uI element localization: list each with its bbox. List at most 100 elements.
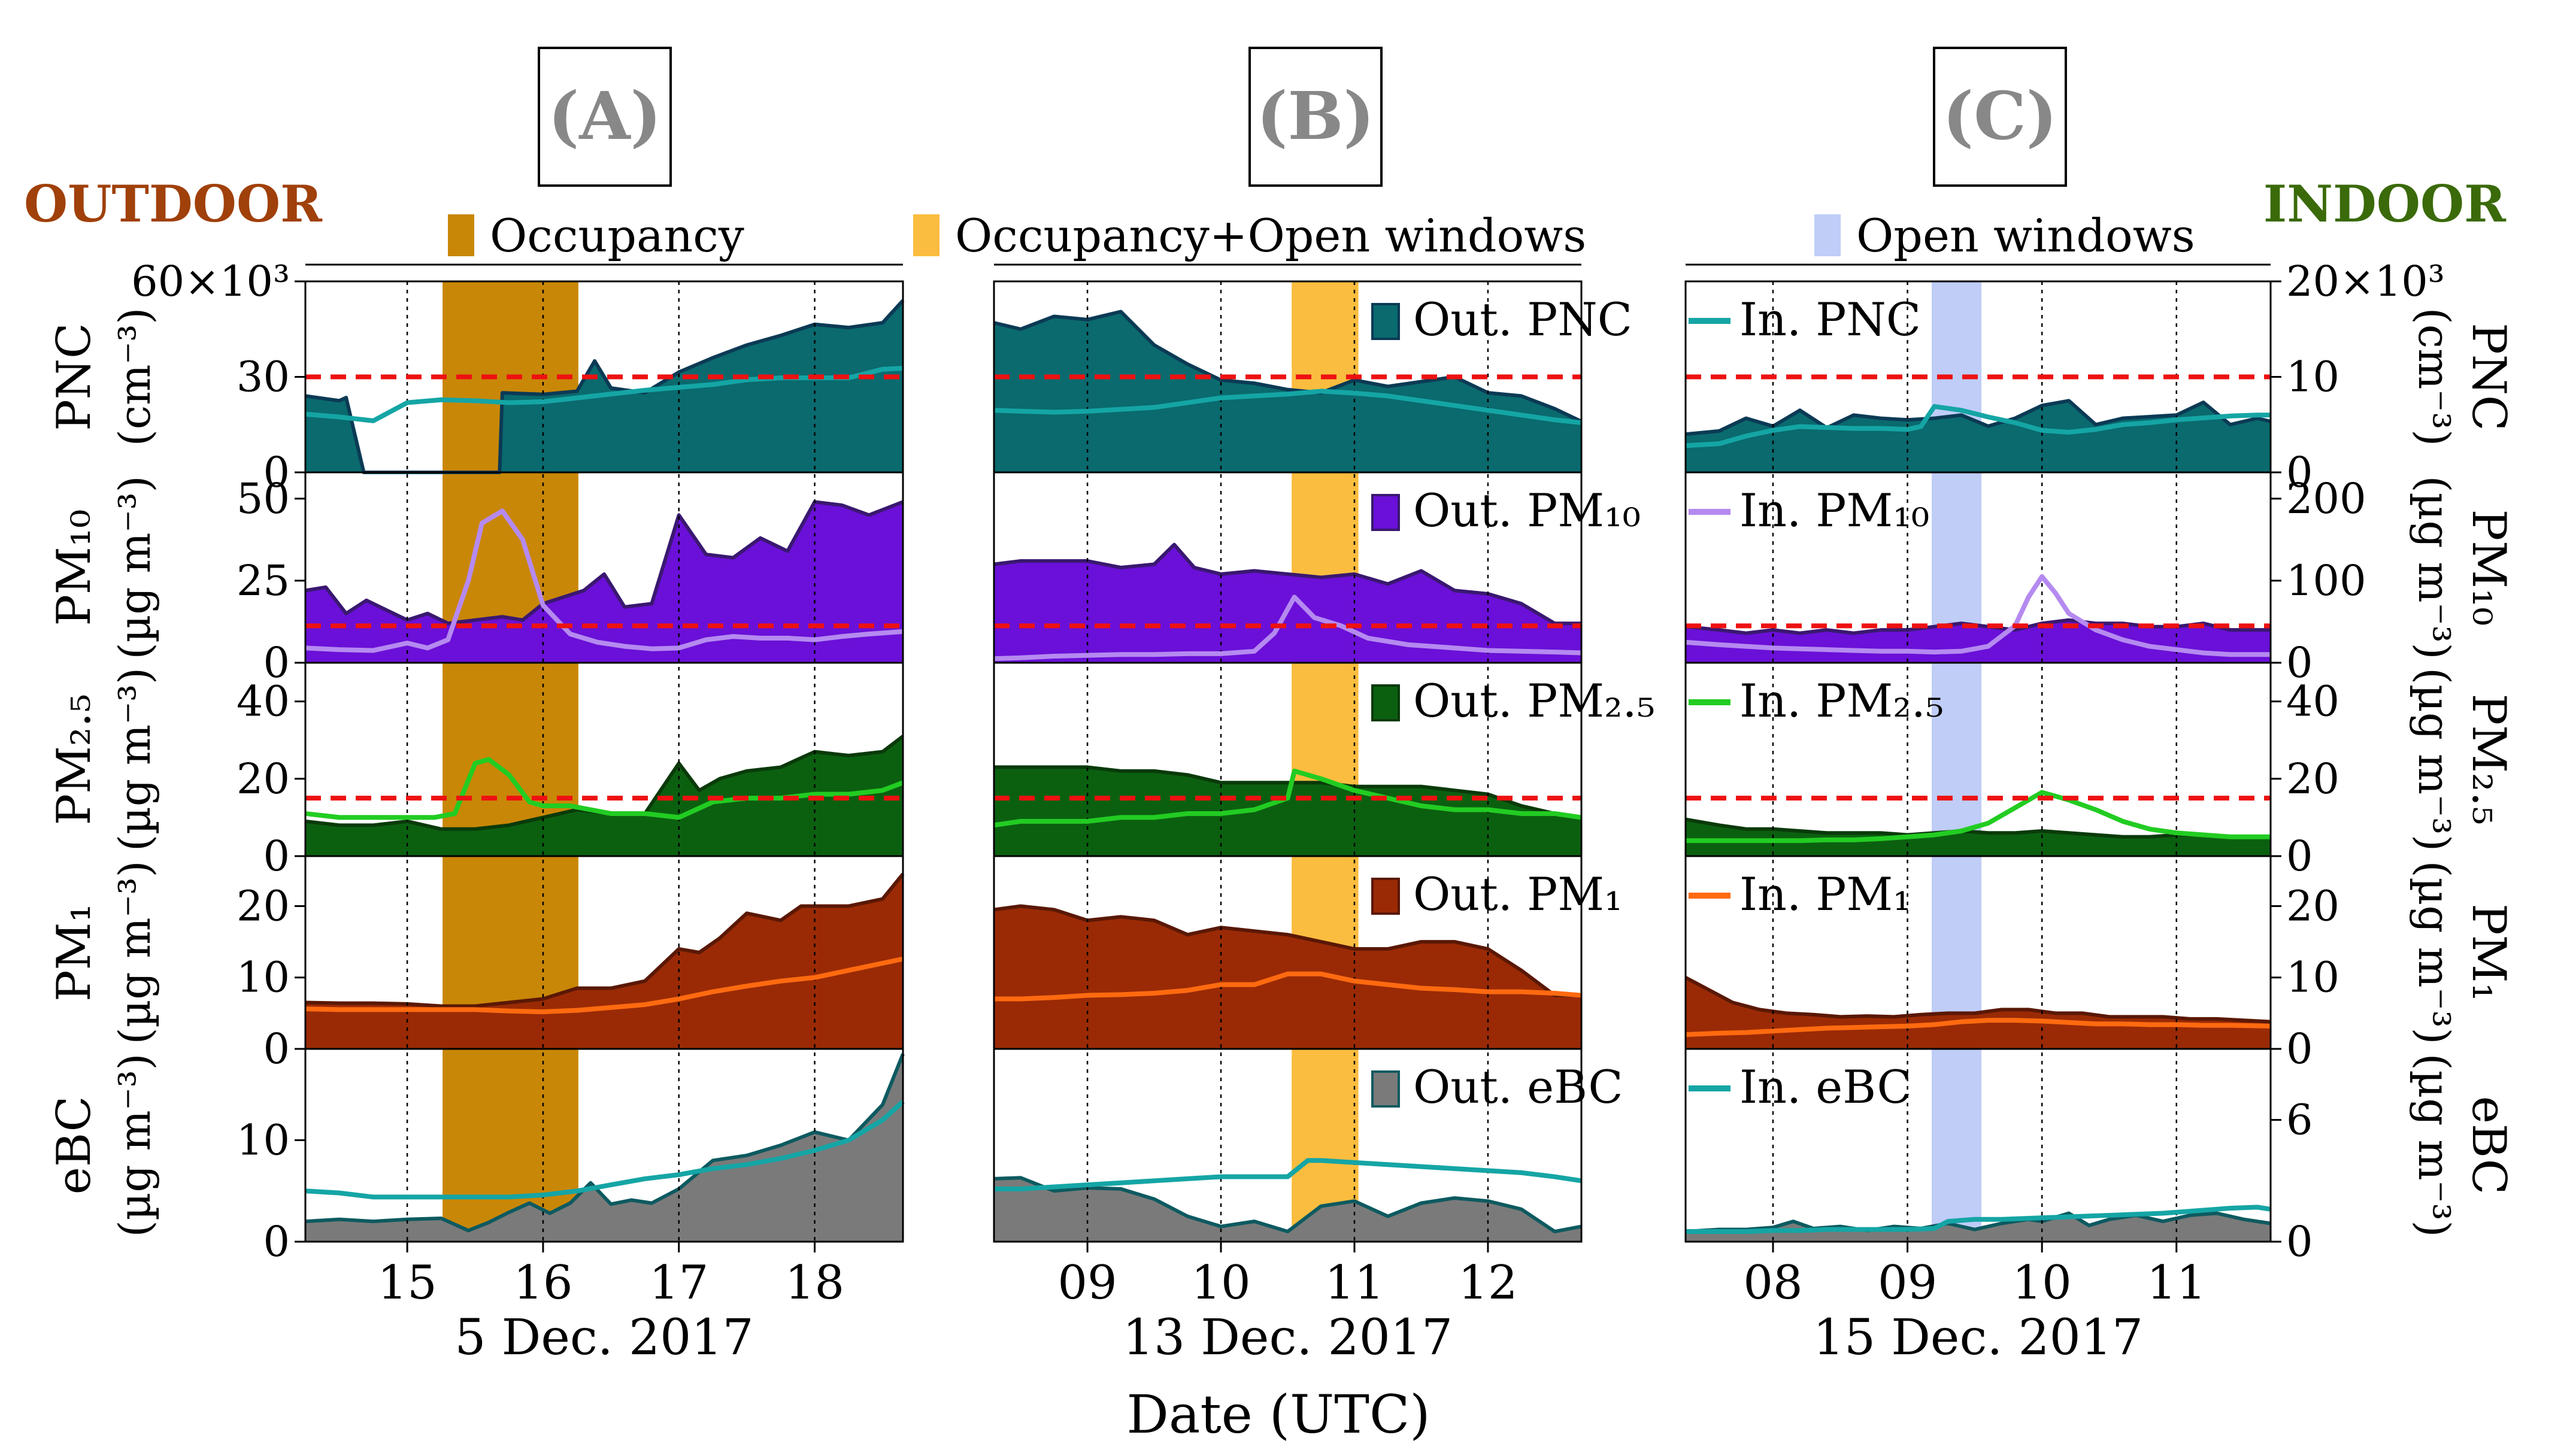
outdoor-area-pm1-B: [994, 906, 1581, 1049]
right-axis-label-pm1: PM₁: [2462, 903, 2515, 1002]
titles: OUTDOOR INDOOR Date (UTC) (A) 5 Dec. 2017…: [24, 47, 2507, 1445]
legend-label-shade-C: Open windows: [1856, 209, 2195, 262]
outdoor-outline-pm10-B: [993, 542, 1581, 626]
left-tick-label-pm1-1: 10: [237, 953, 290, 1002]
outdoor-outline-ebc-C: [1685, 1211, 2271, 1234]
left-tick-label-ebc-1: 10: [237, 1116, 290, 1165]
left-tick-label-pm25-0: 0: [263, 832, 290, 881]
left-tick-label-pm1-2: 20: [237, 881, 290, 930]
right-tick-label-pm1-1: 10: [2286, 953, 2339, 1002]
legend-label-out-pnc: Out. PNC: [1413, 293, 1632, 346]
legend-label-out-ebc: Out. eBC: [1413, 1060, 1623, 1114]
x-tick-label-C-3: 11: [2147, 1256, 2206, 1310]
right-tick-label-pm25-1: 20: [2286, 754, 2339, 803]
right-axis-label-ebc: eBC: [2462, 1096, 2515, 1195]
right-tick-label-pnc-2: 20×10³: [2286, 257, 2445, 306]
legend-swatch-out-pm10: [1371, 494, 1400, 531]
indoor-title: INDOOR: [2263, 174, 2507, 233]
legend-label-out-pm10: Out. PM₁₀: [1413, 484, 1641, 537]
right-axis-label-pnc: PNC: [2462, 323, 2515, 430]
panel-date-label-C: 15 Dec. 2017: [1813, 1309, 2143, 1366]
x-tick-label-C-1: 09: [1878, 1256, 1937, 1310]
outdoor-area-pm1-A: [305, 873, 903, 1049]
right-tick-label-pm1-2: 20: [2286, 881, 2339, 930]
x-tick-label-A-0: 15: [377, 1256, 437, 1310]
left-axis-unit-pnc: (cm⁻³): [110, 308, 160, 447]
panel-frame-C-4: [1684, 1048, 2272, 1243]
indoor-line-pm10-C: [1685, 574, 2271, 657]
panel-frame-A-4: [304, 1048, 904, 1243]
outdoor-area-pm10-B: [994, 544, 1581, 663]
right-axis-unit-pm10: (µg m⁻³): [2409, 475, 2459, 659]
right-tick-label-pm1-0: 0: [2286, 1024, 2313, 1073]
outdoor-area-pm25-C: [1686, 819, 2271, 856]
panel-label-B: (B): [1256, 77, 1374, 154]
indoor-line-ebc-C: [1686, 1205, 2271, 1234]
right-tick-label-pm25-2: 40: [2286, 677, 2339, 726]
outdoor-area-pm10-A: [305, 502, 903, 663]
axes: 15 16 17 18 09 10 11 12 08 09 10 11 0 30 60×10³ 0 10 20×1…: [47, 257, 2515, 1310]
x-tick-label-B-0: 09: [1057, 1256, 1117, 1310]
right-tick-label-pm25-0: 0: [2286, 832, 2313, 881]
panel-label-A: (A): [548, 77, 661, 154]
right-tick-label-pnc-1: 10: [2286, 353, 2339, 402]
outdoor-area-pm25-A: [305, 736, 903, 856]
left-tick-label-pm10-2: 50: [237, 474, 290, 523]
legend-label-in-pnc: In. PNC: [1739, 293, 1921, 346]
indoor-line-pm1-A: [305, 956, 904, 1014]
right-tick-label-pm10-0: 0: [2286, 638, 2313, 687]
right-tick-label-pnc-0: 0: [2286, 448, 2313, 497]
legend-swatch-out-pnc: [1371, 303, 1400, 340]
left-axis-label-ebc: eBC: [47, 1096, 101, 1195]
left-tick-label-pm25-2: 40: [237, 677, 290, 726]
legend-label-out-pm25: Out. PM₂.₅: [1413, 674, 1655, 727]
right-tick-label-pm10-2: 200: [2286, 474, 2366, 523]
legends: Occupancy Occupancy+Open windows Open wind…: [448, 209, 2195, 1114]
left-tick-label-pnc-1: 30: [237, 353, 290, 402]
legend-swatch-out-ebc: [1371, 1070, 1400, 1108]
left-tick-label-pnc-2: 60×10³: [131, 257, 290, 306]
legend-label-out-pm1: Out. PM₁: [1413, 867, 1623, 921]
x-tick-label-C-0: 08: [1743, 1256, 1802, 1310]
outdoor-outline-pm10-A: [305, 500, 904, 626]
outdoor-outline-pnc-C: [1685, 399, 2271, 436]
panel-label-box-B: [1248, 47, 1383, 187]
legend-label-in-pm10: In. PM₁₀: [1739, 484, 1929, 537]
x-tick-label-B-1: 10: [1191, 1256, 1250, 1310]
indoor-line-pm10-A: [305, 508, 904, 653]
x-tick-label-B-3: 12: [1458, 1256, 1517, 1310]
indoor-line-pm1-B: [994, 971, 1582, 1002]
tick-guide-lines: [406, 281, 2178, 1242]
indoor-line-pnc-C: [1685, 404, 2271, 448]
x-tick-label-B-2: 11: [1325, 1256, 1384, 1310]
right-axis-unit-pm1: (µg m⁻³): [2409, 860, 2459, 1044]
left-axis-label-pm25: PM₂.₅: [47, 694, 101, 826]
panel-label-box-C: [1933, 47, 2067, 187]
threshold-lines: [305, 374, 2271, 801]
left-axis-label-pm10: PM₁₀: [47, 509, 101, 626]
left-axis-label-pm1: PM₁: [47, 903, 101, 1002]
x-axis-title: Date (UTC): [1126, 1384, 1430, 1445]
legend-swatch-out-pm25: [1371, 684, 1400, 721]
indoor-line-pm1-C: [1685, 1018, 2271, 1038]
legend-label-shade-A: Occupancy: [490, 209, 744, 262]
left-tick-label-pm10-1: 25: [237, 556, 290, 605]
indoor-line-pnc-B: [993, 389, 1582, 426]
right-tick-label-pm10-1: 100: [2286, 556, 2366, 605]
x-tick-label-C-2: 10: [2013, 1256, 2072, 1310]
panel-frames: [304, 263, 2272, 1243]
legend-swatch-shade-A: [448, 214, 474, 256]
legend-label-in-pm1: In. PM₁: [1739, 867, 1911, 921]
legend-label-shade-B: Occupancy+Open windows: [955, 209, 1586, 262]
panel-label-box-A: [538, 47, 672, 187]
outdoor-area-ebc-A: [305, 1054, 903, 1242]
outdoor-outline-ebc-A: [305, 1053, 905, 1233]
left-axis-label-pnc: PNC: [47, 323, 101, 430]
legend-swatch-shade-C: [1814, 214, 1841, 256]
outdoor-area-ebc-B: [994, 1178, 1581, 1242]
legend-swatch-out-pm1: [1371, 878, 1400, 915]
x-tick-label-A-2: 17: [649, 1256, 708, 1310]
x-tick-label-A-1: 16: [513, 1256, 572, 1310]
left-tick-label-pm10-0: 0: [263, 638, 290, 687]
